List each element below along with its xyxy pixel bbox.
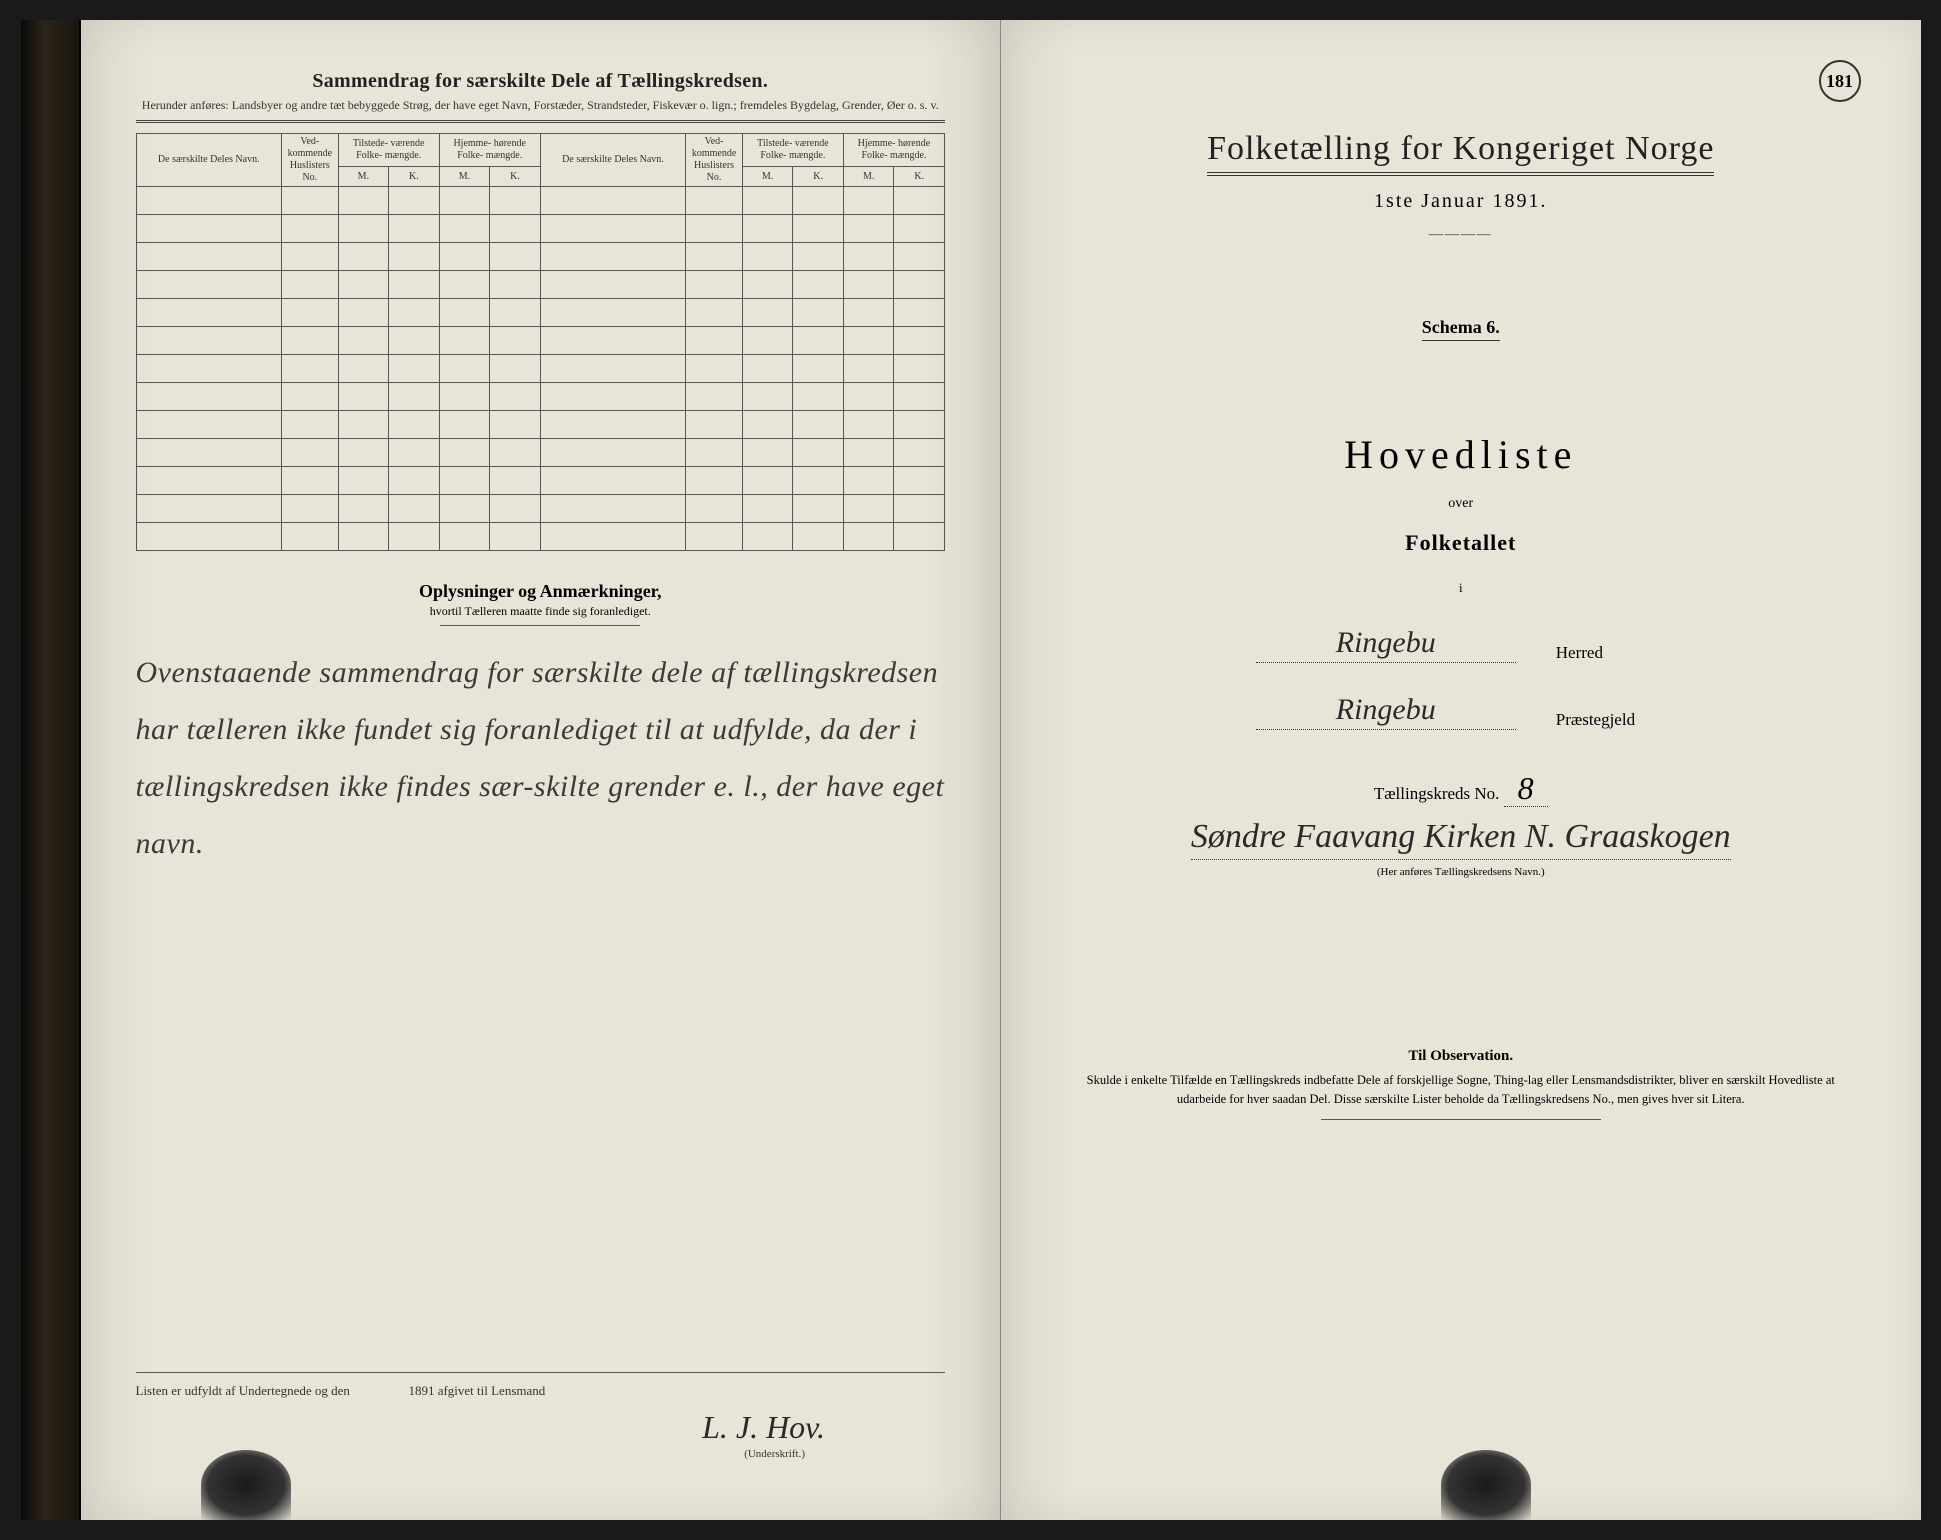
mk: M. bbox=[843, 167, 894, 187]
herred-label: Herred bbox=[1556, 643, 1666, 663]
census-date: 1ste Januar 1891. bbox=[1056, 190, 1866, 213]
footer-text-1: Listen er udfyldt af Undertegnede og den bbox=[136, 1383, 350, 1398]
folketallet: Folketallet bbox=[1056, 530, 1866, 556]
col-tilstede-1: Tilstede- værende Folke- mængde. bbox=[338, 133, 439, 166]
col-no-1: Ved- kommende Huslisters No. bbox=[282, 133, 339, 186]
thumb-shadow bbox=[1441, 1450, 1531, 1520]
left-page: Sammendrag for særskilte Dele af Tælling… bbox=[81, 20, 1002, 1520]
col-hjemme-2: Hjemme- hørende Folke- mængde. bbox=[843, 133, 944, 166]
kreds-caption: (Her anføres Tællingskredsens Navn.) bbox=[1056, 866, 1866, 878]
book-spread: Sammendrag for særskilte Dele af Tælling… bbox=[21, 20, 1921, 1520]
summary-table: De særskilte Deles Navn. Ved- kommende H… bbox=[136, 133, 946, 551]
left-header: Sammendrag for særskilte Dele af Tælling… bbox=[136, 70, 946, 114]
col-tilstede-2: Tilstede- værende Folke- mængde. bbox=[742, 133, 843, 166]
kreds-no: 8 bbox=[1504, 770, 1548, 807]
left-title: Sammendrag for særskilte Dele af Tælling… bbox=[136, 70, 946, 93]
praestegjeld-row: Ringebu Præstegjeld bbox=[1056, 693, 1866, 730]
remarks-title: Oplysninger og Anmærkninger, bbox=[136, 581, 946, 602]
remarks-header: Oplysninger og Anmærkninger, hvortil Tæl… bbox=[136, 581, 946, 626]
thumb-shadow bbox=[201, 1450, 291, 1520]
obs-text: Skulde i enkelte Tilfælde en Tællingskre… bbox=[1056, 1071, 1866, 1109]
mk: M. bbox=[439, 167, 490, 187]
praestegjeld-label: Præstegjeld bbox=[1556, 710, 1666, 730]
mk: K. bbox=[389, 167, 440, 187]
signature: L. J. Hov. bbox=[702, 1409, 825, 1445]
mk: K. bbox=[490, 167, 541, 187]
remarks-rule bbox=[440, 625, 640, 626]
i-label: i bbox=[1056, 580, 1866, 596]
observation-section: Til Observation. Skulde i enkelte Tilfæl… bbox=[1056, 1048, 1866, 1120]
book-spine bbox=[21, 20, 81, 1520]
mk: K. bbox=[894, 167, 945, 187]
col-name-2: De særskilte Deles Navn. bbox=[540, 133, 686, 186]
kreds-label: Tællingskreds No. bbox=[1374, 784, 1500, 803]
census-title: Folketælling for Kongeriget Norge bbox=[1207, 130, 1714, 176]
footer-text-2: 1891 afgivet til Lensmand bbox=[408, 1383, 545, 1398]
col-no-2: Ved- kommende Huslisters No. bbox=[686, 133, 743, 186]
remarks-sub: hvortil Tælleren maatte finde sig foranl… bbox=[136, 604, 946, 619]
herred-value: Ringebu bbox=[1256, 626, 1516, 663]
handwritten-remarks: Ovenstaaende sammendrag for særskilte de… bbox=[136, 644, 946, 872]
col-name-1: De særskilte Deles Navn. bbox=[136, 133, 282, 186]
header-rule bbox=[136, 120, 946, 123]
schema-label: Schema 6. bbox=[1422, 317, 1500, 341]
page-number: 181 bbox=[1819, 60, 1861, 102]
kreds-row: Tællingskreds No. 8 bbox=[1056, 770, 1866, 807]
ornament: ———— bbox=[1056, 227, 1866, 243]
kreds-name: Søndre Faavang Kirken N. Graaskogen bbox=[1191, 815, 1731, 860]
herred-row: Ringebu Herred bbox=[1056, 626, 1866, 663]
left-subtitle: Herunder anføres: Landsbyer og andre tæt… bbox=[136, 97, 946, 114]
hovedliste: Hovedliste bbox=[1056, 431, 1866, 478]
praestegjeld-value: Ringebu bbox=[1256, 693, 1516, 730]
right-page: 181 Folketælling for Kongeriget Norge 1s… bbox=[1001, 20, 1921, 1520]
right-content: Folketælling for Kongeriget Norge 1ste J… bbox=[1056, 70, 1866, 1120]
summary-table-body bbox=[136, 186, 945, 550]
left-footer: Listen er udfyldt af Undertegnede og den… bbox=[136, 1372, 946, 1460]
mk: M. bbox=[338, 167, 389, 187]
mk: K. bbox=[793, 167, 844, 187]
over-label: over bbox=[1056, 496, 1866, 512]
col-hjemme-1: Hjemme- hørende Folke- mængde. bbox=[439, 133, 540, 166]
mk: M. bbox=[742, 167, 793, 187]
obs-title: Til Observation. bbox=[1056, 1048, 1866, 1065]
obs-rule bbox=[1321, 1119, 1601, 1120]
